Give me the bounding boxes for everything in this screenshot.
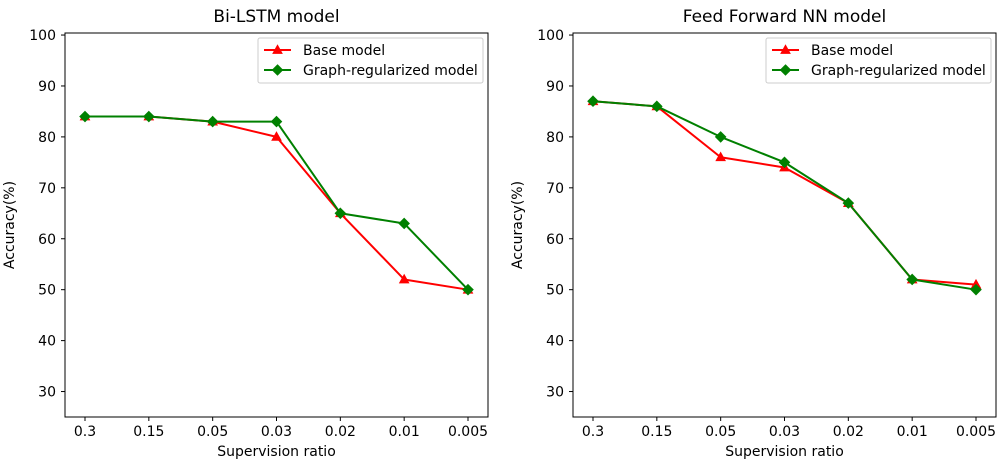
series-marker-graph-regularized-model bbox=[906, 273, 918, 286]
x-tick-label: 0.03 bbox=[769, 424, 800, 440]
y-axis-label: Accuracy(%) bbox=[2, 181, 18, 269]
y-axis-label: Accuracy(%) bbox=[510, 181, 526, 269]
series-marker-graph-regularized-model bbox=[143, 110, 155, 123]
legend-label: Graph-regularized model bbox=[303, 63, 478, 79]
y-tick-label: 60 bbox=[38, 232, 56, 248]
series-marker-graph-regularized-model bbox=[778, 156, 791, 169]
axes-frame bbox=[572, 32, 997, 418]
x-tick-label: 0.02 bbox=[325, 424, 356, 440]
y-tick-label: 80 bbox=[38, 130, 56, 146]
y-tick-label: 40 bbox=[546, 334, 564, 350]
legend: Base model Graph-regularized model bbox=[765, 37, 992, 84]
x-tick-label: 0.005 bbox=[956, 424, 996, 440]
x-tick-label: 0.03 bbox=[261, 424, 292, 440]
series-marker-graph-regularized-model bbox=[970, 283, 982, 296]
series-line-base-model bbox=[592, 100, 977, 286]
x-tick-label: 0.01 bbox=[389, 424, 420, 440]
series-marker-base-model bbox=[398, 273, 410, 284]
x-tick-label: 0.01 bbox=[897, 424, 928, 440]
x-axis-label: Supervision ratio bbox=[725, 444, 844, 460]
y-tick-label: 80 bbox=[546, 130, 564, 146]
series-marker-graph-regularized-model bbox=[587, 95, 599, 108]
x-tick-label: 0.3 bbox=[582, 424, 604, 440]
series-marker-graph-regularized-model bbox=[270, 115, 283, 128]
legend-marker-triangle bbox=[780, 44, 791, 54]
legend-marker-triangle bbox=[272, 44, 283, 54]
x-tick-label: 0.3 bbox=[74, 424, 96, 440]
subplot-bi-lstm-model: Bi-LSTM model 30 40 50 60 70 80 90 100 0.3 0.15 0.0… bbox=[2, 7, 489, 460]
y-tick-label: 90 bbox=[38, 79, 56, 95]
y-tick-label: 70 bbox=[546, 181, 564, 197]
y-tick-label: 100 bbox=[537, 28, 564, 44]
legend-label: Base model bbox=[811, 43, 893, 59]
plot-title: Bi-LSTM model bbox=[213, 7, 339, 27]
y-tick-label: 30 bbox=[38, 385, 56, 401]
x-tick-label: 0.05 bbox=[197, 424, 228, 440]
series-marker-base-model bbox=[271, 131, 282, 141]
legend: Base model Graph-regularized model bbox=[257, 37, 484, 84]
series-marker-graph-regularized-model bbox=[206, 115, 219, 128]
x-tick-label: 0.005 bbox=[448, 424, 488, 440]
series-line-graph-regularized-model bbox=[592, 100, 977, 291]
series-line-graph-regularized-model bbox=[85, 115, 469, 291]
legend-label: Base model bbox=[303, 43, 385, 59]
y-tick-label: 100 bbox=[29, 28, 56, 44]
series-marker-graph-regularized-model bbox=[651, 100, 663, 113]
y-tick-label: 70 bbox=[38, 181, 56, 197]
series-line-base-model bbox=[85, 115, 469, 291]
x-tick-label: 0.15 bbox=[133, 424, 164, 440]
legend-label: Graph-regularized model bbox=[811, 63, 986, 79]
x-tick-label: 0.02 bbox=[833, 424, 864, 440]
axes-frame bbox=[64, 32, 489, 418]
plot-title: Feed Forward NN model bbox=[683, 7, 887, 27]
series-marker-graph-regularized-model bbox=[462, 283, 474, 296]
y-tick-label: 50 bbox=[38, 283, 56, 299]
series-marker-graph-regularized-model bbox=[398, 217, 410, 230]
series-marker-graph-regularized-model bbox=[842, 197, 855, 209]
series-marker-graph-regularized-model bbox=[714, 131, 727, 143]
legend-marker-diamond bbox=[271, 64, 284, 76]
x-tick-label: 0.15 bbox=[641, 424, 672, 440]
legend-frame bbox=[765, 37, 992, 84]
x-axis-label: Supervision ratio bbox=[217, 444, 336, 460]
subplot-feed-forward-nn-model: Feed Forward NN model 30 40 50 60 70 80 90 100 0.… bbox=[510, 7, 997, 460]
y-tick-label: 90 bbox=[546, 79, 564, 95]
legend-marker-diamond bbox=[779, 64, 792, 76]
legend-frame bbox=[257, 37, 484, 84]
y-tick-label: 50 bbox=[546, 283, 564, 299]
y-tick-label: 60 bbox=[546, 232, 564, 248]
x-tick-label: 0.05 bbox=[705, 424, 736, 440]
series-marker-graph-regularized-model bbox=[334, 207, 347, 220]
series-marker-base-model bbox=[715, 151, 727, 162]
y-tick-label: 30 bbox=[546, 385, 564, 401]
series-marker-graph-regularized-model bbox=[79, 110, 91, 123]
y-tick-label: 40 bbox=[38, 334, 56, 350]
